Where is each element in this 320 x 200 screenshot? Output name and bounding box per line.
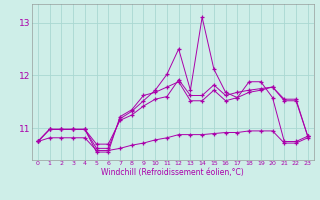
X-axis label: Windchill (Refroidissement éolien,°C): Windchill (Refroidissement éolien,°C) — [101, 168, 244, 177]
